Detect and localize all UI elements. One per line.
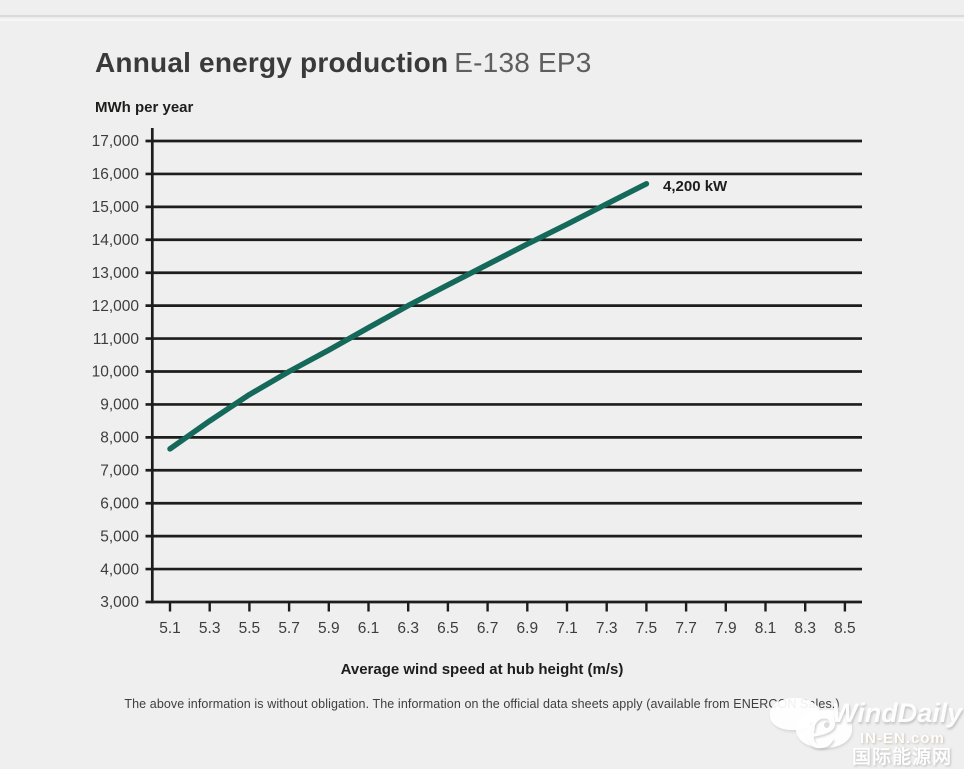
y-axis-title: MWh per year	[95, 99, 194, 116]
x-tick-label: 7.5	[636, 620, 658, 637]
y-tick-label: 3,000	[100, 594, 139, 611]
x-tick-label: 7.3	[596, 620, 618, 637]
y-tick-label: 14,000	[92, 232, 140, 249]
footnote: The above information is without obligat…	[124, 697, 840, 711]
x-tick-label: 7.1	[556, 620, 578, 637]
x-tick-label: 5.9	[318, 620, 340, 637]
page-title: Annual energy production E-138 EP3	[95, 46, 592, 80]
y-tick-label: 12,000	[92, 298, 140, 315]
x-tick-label: 5.1	[159, 620, 181, 637]
y-tick-label: 8,000	[100, 430, 139, 447]
y-tick-label: 16,000	[92, 166, 140, 183]
x-tick-label: 6.1	[358, 620, 380, 637]
x-tick-label: 6.5	[437, 620, 459, 637]
y-tick-label: 10,000	[92, 364, 140, 381]
x-tick-label: 5.5	[239, 620, 261, 637]
y-tick-label: 15,000	[92, 199, 140, 216]
y-tick-label: 6,000	[100, 495, 139, 512]
x-tick-label: 5.3	[199, 620, 221, 637]
x-tick-label: 8.5	[834, 620, 856, 637]
top-divider-highlight	[0, 19, 964, 21]
y-tick-label: 5,000	[100, 528, 139, 545]
x-tick-label: 6.7	[477, 620, 499, 637]
y-tick-label: 9,000	[100, 397, 139, 414]
x-tick-label: 5.7	[278, 620, 300, 637]
top-divider	[0, 15, 964, 17]
series-power-label: 4,200 kW	[663, 178, 728, 195]
y-tick-label: 13,000	[92, 265, 140, 282]
y-tick-label: 7,000	[100, 462, 139, 479]
energy-production-line	[167, 181, 650, 452]
title-main: Annual energy production	[95, 47, 449, 78]
title-model: E-138 EP3	[454, 47, 592, 78]
y-tick-label: 17,000	[92, 133, 140, 150]
x-tick-label: 6.3	[397, 620, 419, 637]
x-axis-title: Average wind speed at hub height (m/s)	[340, 661, 624, 678]
x-tick-label: 8.3	[794, 620, 816, 637]
x-tick-label: 7.9	[715, 620, 737, 637]
x-tick-label: 6.9	[517, 620, 539, 637]
y-tick-label: 11,000	[93, 331, 140, 348]
x-tick-label: 8.1	[755, 620, 777, 637]
y-tick-label: 4,000	[100, 561, 139, 578]
x-tick-label: 7.7	[675, 620, 697, 637]
